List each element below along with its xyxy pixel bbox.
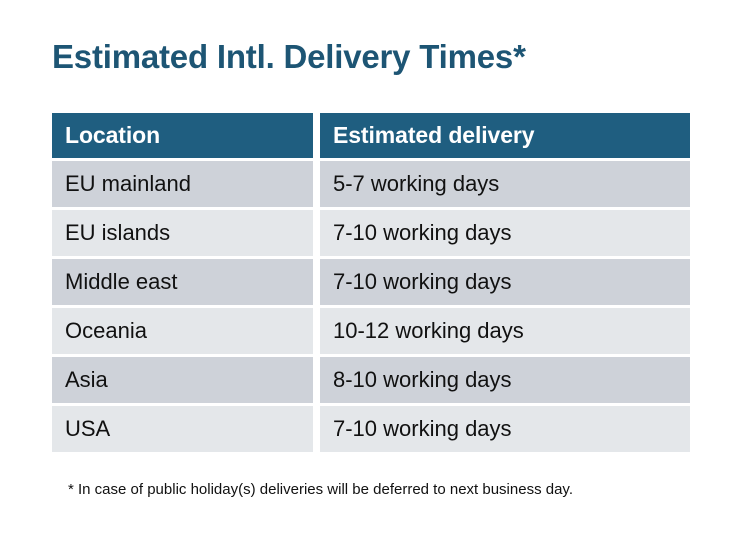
column-gap [313,210,320,256]
cell-estimated-delivery: 7-10 working days [320,259,690,305]
page-title: Estimated Intl. Delivery Times* [52,38,526,75]
cell-location: Oceania [52,308,313,354]
column-gap [313,113,320,158]
table-header-row: Location Estimated delivery [52,113,690,158]
cell-location: Asia [52,357,313,403]
cell-location: EU islands [52,210,313,256]
column-header-estimated-delivery: Estimated delivery [320,113,690,158]
estimated-delivery-table: Location Estimated delivery EU mainland … [52,113,690,455]
column-gap [313,406,320,452]
table-row: Oceania 10-12 working days [52,308,690,354]
column-gap [313,161,320,207]
cell-estimated-delivery: 7-10 working days [320,406,690,452]
cell-estimated-delivery: 5-7 working days [320,161,690,207]
column-header-location: Location [52,113,313,158]
table-row: USA 7-10 working days [52,406,690,452]
cell-estimated-delivery: 10-12 working days [320,308,690,354]
cell-location: EU mainland [52,161,313,207]
column-gap [313,259,320,305]
cell-location: USA [52,406,313,452]
cell-location: Middle east [52,259,313,305]
cell-estimated-delivery: 7-10 working days [320,210,690,256]
cell-estimated-delivery: 8-10 working days [320,357,690,403]
column-gap [313,357,320,403]
table-row: Asia 8-10 working days [52,357,690,403]
table-row: Middle east 7-10 working days [52,259,690,305]
footnote-text: * In case of public holiday(s) deliverie… [68,481,573,498]
table-row: EU mainland 5-7 working days [52,161,690,207]
column-gap [313,308,320,354]
table-row: EU islands 7-10 working days [52,210,690,256]
